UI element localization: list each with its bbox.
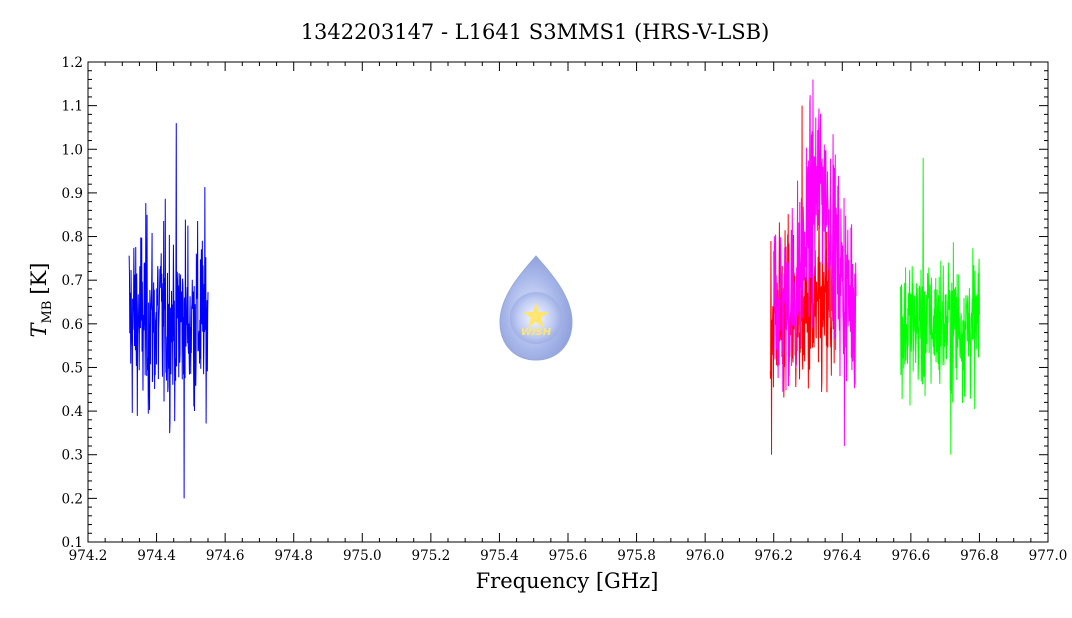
y-tick-label: 0.6 (62, 317, 83, 333)
wish-logo-icon: WISH (499, 255, 573, 361)
series-line-4 (900, 157, 980, 455)
x-tick-label: 974.4 (137, 548, 176, 564)
y-tick-label: 1.1 (62, 99, 83, 115)
y-axis-label: TMB [K] (27, 263, 55, 338)
y-tick-label: 0.5 (62, 360, 83, 376)
x-tick-label: 975.0 (343, 548, 382, 564)
y-tick-label: 1.0 (62, 142, 83, 158)
y-tick-label: 0.2 (62, 491, 83, 507)
y-axis-label-main: T (27, 321, 51, 337)
x-tick-label: 974.6 (206, 548, 245, 564)
series-line-3 (773, 79, 857, 447)
logo-text: WISH (521, 327, 552, 338)
y-tick-label: 0.7 (62, 273, 83, 289)
axes: 974.2 974.4 974.6 974.8 975.0 975.2 975.4 975.6… (62, 55, 1068, 564)
y-tick-label: 0.3 (62, 448, 83, 464)
svg-text:TMB[K]: TMB [K] (27, 263, 55, 338)
x-tick-label: 976.2 (754, 548, 793, 564)
y-tick-label: 1.2 (62, 55, 83, 71)
y-tick-label: 0.9 (62, 186, 83, 202)
x-tick-label: 976.8 (960, 548, 999, 564)
x-tick-label: 977.0 (1029, 548, 1068, 564)
x-tick-label: 976.0 (686, 548, 725, 564)
chart-title: 1342203147 - L1641 S3MMS1 (HRS-V-LSB) (301, 20, 770, 44)
x-tick-label: 974.8 (274, 548, 313, 564)
x-tick-label: 976.6 (892, 548, 931, 564)
series-line-2 (769, 105, 836, 455)
x-tick-label: 975.2 (412, 548, 451, 564)
x-tick-label: 975.6 (549, 548, 588, 564)
x-tick-label: 976.4 (823, 548, 862, 564)
x-tick-label: 975.4 (480, 548, 519, 564)
y-tick-label: 0.1 (62, 535, 83, 551)
y-axis-label-sub: MB (40, 301, 55, 324)
y-tick-label: 0.4 (62, 404, 83, 420)
plot-series (128, 79, 980, 499)
y-tick-label: 0.8 (62, 230, 83, 246)
x-tick-label: 975.8 (617, 548, 656, 564)
x-tick-label: 974.2 (69, 548, 108, 564)
series-line-1 (128, 123, 209, 499)
x-axis-label: Frequency [GHz] (476, 569, 659, 593)
y-axis-label-unit: [K] (27, 263, 51, 295)
